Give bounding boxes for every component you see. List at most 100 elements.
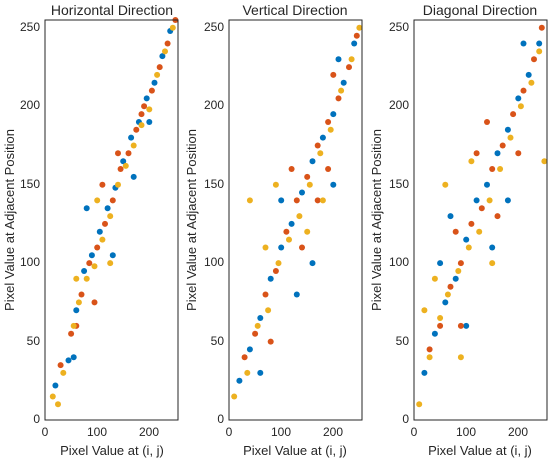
scatter-point — [353, 32, 360, 39]
x-axis-label: Pixel Value at (i, j) — [60, 443, 164, 458]
scatter-point — [143, 95, 150, 102]
scatter-point — [426, 346, 433, 353]
scatter-point — [335, 95, 342, 102]
y-tick-label: 100 — [204, 255, 224, 269]
scatter-point — [241, 354, 248, 361]
y-axis-label: Pixel Value at Adjacent Position — [369, 129, 384, 311]
scatter-point — [314, 142, 321, 149]
y-axis: 0 50 100 150 200 250 — [389, 20, 409, 426]
scatter-point — [499, 142, 506, 149]
scatter-point — [254, 322, 261, 329]
scatter-point — [473, 150, 480, 157]
scatter-point — [299, 244, 305, 251]
plot-frame — [413, 19, 548, 421]
y-tick-label: 50 — [211, 334, 225, 348]
scatter-point — [128, 134, 135, 141]
scatter-point — [148, 87, 155, 94]
scatter-point — [330, 111, 337, 118]
panel-title: Vertical Direction — [242, 2, 347, 18]
scatter-point — [494, 213, 501, 220]
x-axis: 0 100 200 — [226, 425, 344, 439]
scatter-point — [494, 150, 501, 157]
scatter-point — [468, 158, 475, 165]
y-tick-label: 150 — [204, 177, 224, 191]
panel-vertical: Vertical Direction 0 50 100 150 200 250 … — [184, 2, 363, 458]
scatter-point — [286, 236, 292, 243]
scatter-point — [340, 79, 347, 86]
scatter-point — [531, 56, 537, 63]
y-axis: 0 50 100 150 200 250 — [204, 20, 224, 426]
scatter-point — [141, 103, 148, 110]
scatter-point — [351, 40, 358, 47]
scatter-point — [431, 275, 438, 282]
scatter-point — [73, 275, 80, 282]
scatter-point — [338, 87, 345, 94]
scatter-point — [83, 205, 90, 212]
scatter-point — [265, 307, 272, 314]
scatter-point — [330, 181, 337, 188]
scatter-point — [70, 322, 77, 329]
scatter-point — [525, 71, 532, 78]
scatter-point — [538, 24, 545, 31]
y-axis: 0 50 100 150 200 250 — [20, 20, 40, 426]
scatter-point — [115, 181, 121, 188]
scatter-point — [81, 268, 88, 274]
scatter-point — [304, 228, 311, 235]
scatter-point — [272, 268, 279, 274]
x-tick-label: 200 — [323, 425, 343, 439]
scatter-point — [96, 228, 103, 235]
x-axis: 0 100 200 — [42, 425, 160, 439]
scatter-point — [130, 173, 137, 180]
scatter-point — [421, 369, 428, 376]
scatter-point — [65, 357, 72, 364]
scatter-point — [463, 322, 470, 329]
scatter-point — [426, 354, 433, 361]
scatter-point — [457, 322, 464, 329]
scatter-point — [262, 291, 269, 298]
scatter-point — [107, 260, 114, 267]
scatter-point — [49, 393, 56, 400]
scatter-point — [75, 299, 82, 306]
scatter-point — [267, 275, 274, 282]
scatter-point — [442, 299, 449, 306]
scatter-point — [262, 244, 269, 251]
scatter-point — [478, 205, 485, 212]
scatter-point — [421, 307, 428, 314]
scatter-point — [164, 40, 171, 47]
scatter-point — [536, 40, 543, 47]
scatter-point — [497, 166, 504, 172]
marks — [231, 24, 363, 400]
scatter-point — [115, 150, 121, 157]
scatter-point — [109, 252, 116, 259]
scatter-point — [489, 260, 496, 267]
scatter-point — [309, 158, 316, 165]
scatter-point — [252, 330, 259, 337]
scatter-point — [335, 56, 342, 63]
y-tick-label: 100 — [389, 255, 409, 269]
scatter-point — [330, 71, 337, 78]
scatter-point — [133, 126, 140, 133]
scatter-point — [138, 111, 145, 118]
scatter-point — [244, 369, 251, 376]
y-tick-label: 50 — [396, 334, 410, 348]
scatter-point — [541, 158, 548, 165]
scatter-point — [73, 307, 80, 314]
plot-frame — [228, 19, 363, 421]
y-tick-label: 0 — [402, 412, 409, 426]
scatter-point — [257, 315, 264, 321]
scatter-point — [146, 119, 153, 125]
scatter-point — [231, 393, 238, 400]
y-tick-label: 250 — [20, 20, 40, 34]
scatter-point — [138, 122, 145, 129]
scatter-point — [99, 181, 106, 188]
y-tick-label: 200 — [20, 98, 40, 112]
scatter-point — [520, 40, 527, 47]
scatter-point — [154, 71, 161, 78]
scatter-point — [104, 205, 111, 212]
scatter-point — [510, 111, 517, 118]
scatter-point — [463, 236, 470, 243]
y-tick-label: 150 — [20, 177, 40, 191]
scatter-point — [504, 197, 511, 204]
scatter-point — [431, 330, 438, 337]
scatter-point — [272, 181, 279, 188]
